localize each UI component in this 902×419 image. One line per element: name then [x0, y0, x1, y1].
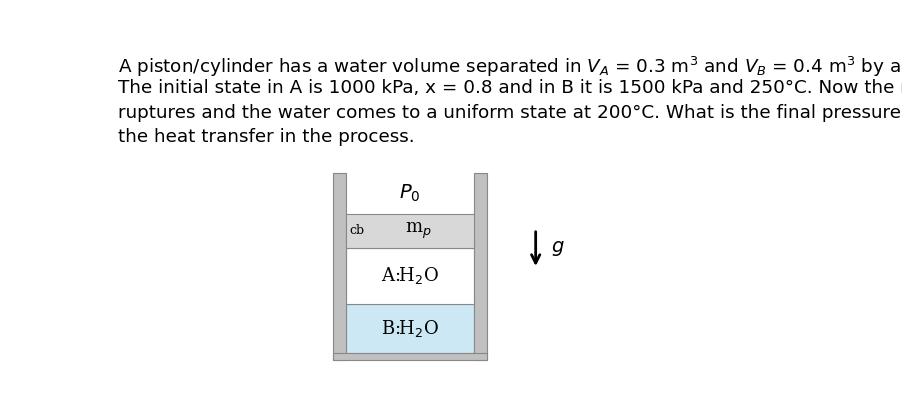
Text: the heat transfer in the process.: the heat transfer in the process. [118, 128, 415, 146]
Bar [333, 353, 487, 360]
Text: m$_p$: m$_p$ [405, 221, 431, 241]
Bar [474, 173, 487, 360]
Bar [345, 304, 474, 353]
Text: $\it{P}_0$: $\it{P}_0$ [399, 183, 420, 204]
Text: The initial state in A is 1000 kPa, x = 0.8 and in B it is 1500 kPa and 250°C. N: The initial state in A is 1000 kPa, x = … [118, 79, 902, 97]
Text: cb: cb [349, 225, 364, 238]
Text: A:H$_2$O: A:H$_2$O [381, 266, 438, 287]
Bar [345, 214, 474, 248]
Text: $\it{g}$: $\it{g}$ [551, 239, 565, 259]
Text: A piston/cylinder has a water volume separated in $V_A$ = 0.3 m$^3$ and $V_B$ = : A piston/cylinder has a water volume sep… [118, 55, 902, 79]
Text: ruptures and the water comes to a uniform state at 200°C. What is the final pres: ruptures and the water comes to a unifor… [118, 103, 902, 122]
Text: B:H$_2$O: B:H$_2$O [381, 318, 438, 339]
Bar [345, 248, 474, 304]
Bar [333, 173, 345, 360]
